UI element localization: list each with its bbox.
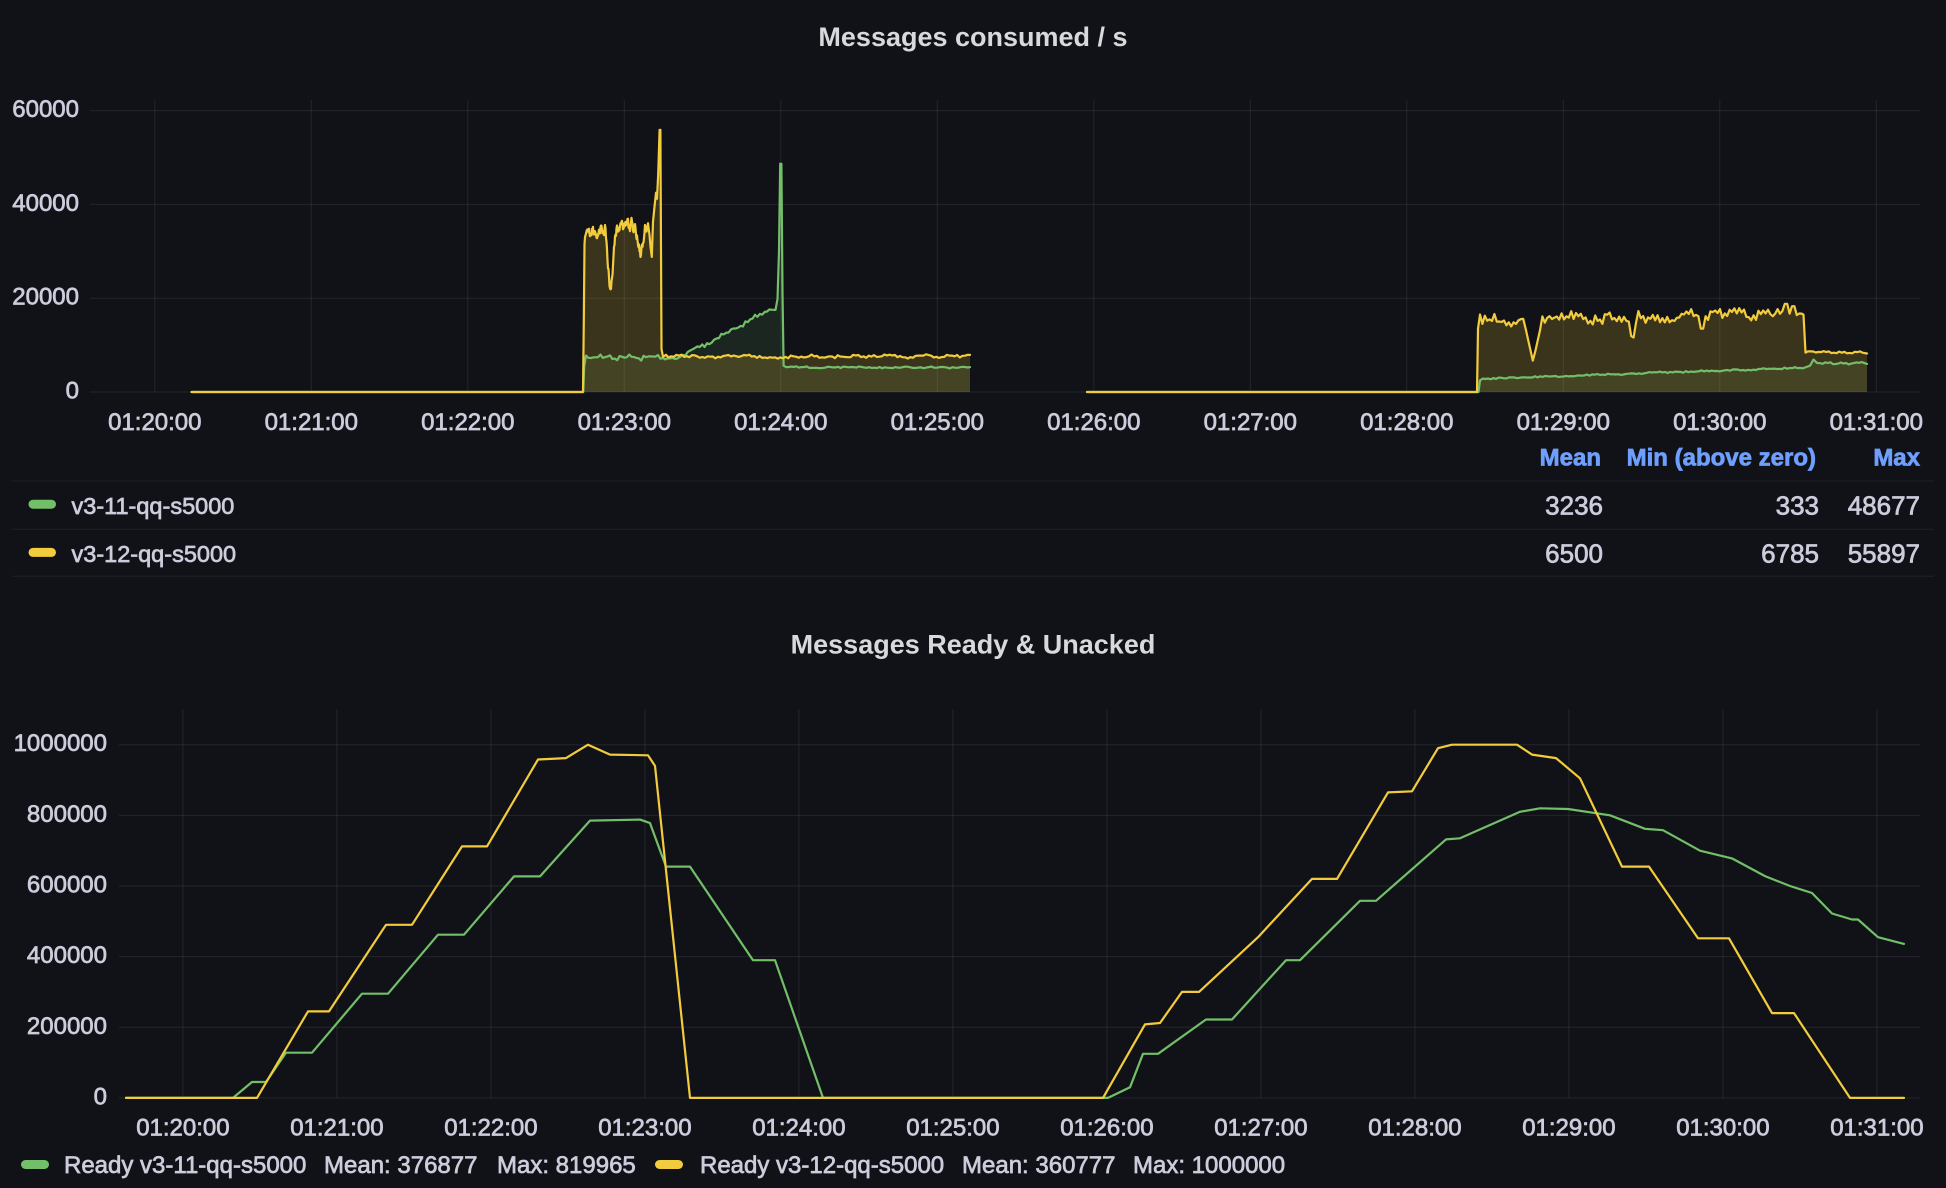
svg-text:01:30:00: 01:30:00	[1676, 1115, 1769, 1142]
svg-text:01:21:00: 01:21:00	[265, 409, 358, 436]
svg-text:01:27:00: 01:27:00	[1214, 1115, 1307, 1142]
svg-text:3236: 3236	[1545, 490, 1603, 520]
svg-text:01:29:00: 01:29:00	[1517, 409, 1610, 436]
svg-text:60000: 60000	[12, 96, 79, 123]
svg-text:01:22:00: 01:22:00	[444, 1115, 537, 1142]
svg-text:333: 333	[1776, 490, 1819, 520]
svg-text:Messages Ready & Unacked: Messages Ready & Unacked	[791, 630, 1156, 660]
svg-text:01:21:00: 01:21:00	[290, 1115, 383, 1142]
svg-text:55897: 55897	[1848, 539, 1920, 569]
svg-text:01:28:00: 01:28:00	[1360, 409, 1453, 436]
svg-text:6785: 6785	[1761, 539, 1819, 569]
svg-text:Max: Max	[1873, 445, 1920, 472]
svg-text:01:20:00: 01:20:00	[108, 409, 201, 436]
svg-text:01:31:00: 01:31:00	[1830, 1115, 1923, 1142]
svg-text:Max: 819965: Max: 819965	[497, 1152, 636, 1179]
svg-text:600000: 600000	[27, 872, 107, 899]
svg-text:48677: 48677	[1848, 490, 1920, 520]
svg-text:Max: 1000000: Max: 1000000	[1133, 1152, 1285, 1179]
svg-text:6500: 6500	[1545, 539, 1603, 569]
svg-text:01:30:00: 01:30:00	[1673, 409, 1766, 436]
svg-text:Messages consumed / s: Messages consumed / s	[818, 22, 1127, 52]
svg-text:01:27:00: 01:27:00	[1204, 409, 1297, 436]
svg-text:01:23:00: 01:23:00	[598, 1115, 691, 1142]
svg-text:v3-12-qq-s5000: v3-12-qq-s5000	[72, 541, 237, 567]
svg-text:01:24:00: 01:24:00	[734, 409, 827, 436]
svg-text:01:31:00: 01:31:00	[1830, 409, 1923, 436]
svg-text:200000: 200000	[27, 1013, 107, 1040]
svg-text:01:25:00: 01:25:00	[906, 1115, 999, 1142]
svg-text:1000000: 1000000	[14, 730, 107, 757]
svg-text:v3-11-qq-s5000: v3-11-qq-s5000	[72, 493, 235, 519]
svg-text:01:29:00: 01:29:00	[1522, 1115, 1615, 1142]
svg-text:800000: 800000	[27, 801, 107, 828]
svg-text:20000: 20000	[12, 284, 79, 311]
svg-text:01:26:00: 01:26:00	[1060, 1115, 1153, 1142]
svg-text:Ready v3-11-qq-s5000: Ready v3-11-qq-s5000	[64, 1152, 306, 1179]
svg-text:01:22:00: 01:22:00	[421, 409, 514, 436]
svg-text:Mean: Mean	[1540, 445, 1601, 472]
svg-text:01:23:00: 01:23:00	[578, 409, 671, 436]
svg-text:0: 0	[94, 1083, 107, 1110]
svg-text:01:28:00: 01:28:00	[1368, 1115, 1461, 1142]
svg-text:01:26:00: 01:26:00	[1047, 409, 1140, 436]
svg-text:0: 0	[66, 378, 79, 405]
svg-text:01:20:00: 01:20:00	[136, 1115, 229, 1142]
svg-text:Mean: 376877: Mean: 376877	[324, 1152, 477, 1179]
svg-text:Ready v3-12-qq-s5000: Ready v3-12-qq-s5000	[700, 1152, 944, 1179]
svg-text:Mean: 360777: Mean: 360777	[962, 1152, 1115, 1179]
svg-text:01:24:00: 01:24:00	[752, 1115, 845, 1142]
svg-text:400000: 400000	[27, 942, 107, 969]
svg-text:40000: 40000	[12, 190, 79, 217]
svg-text:01:25:00: 01:25:00	[891, 409, 984, 436]
svg-text:Min (above zero): Min (above zero)	[1627, 445, 1816, 472]
